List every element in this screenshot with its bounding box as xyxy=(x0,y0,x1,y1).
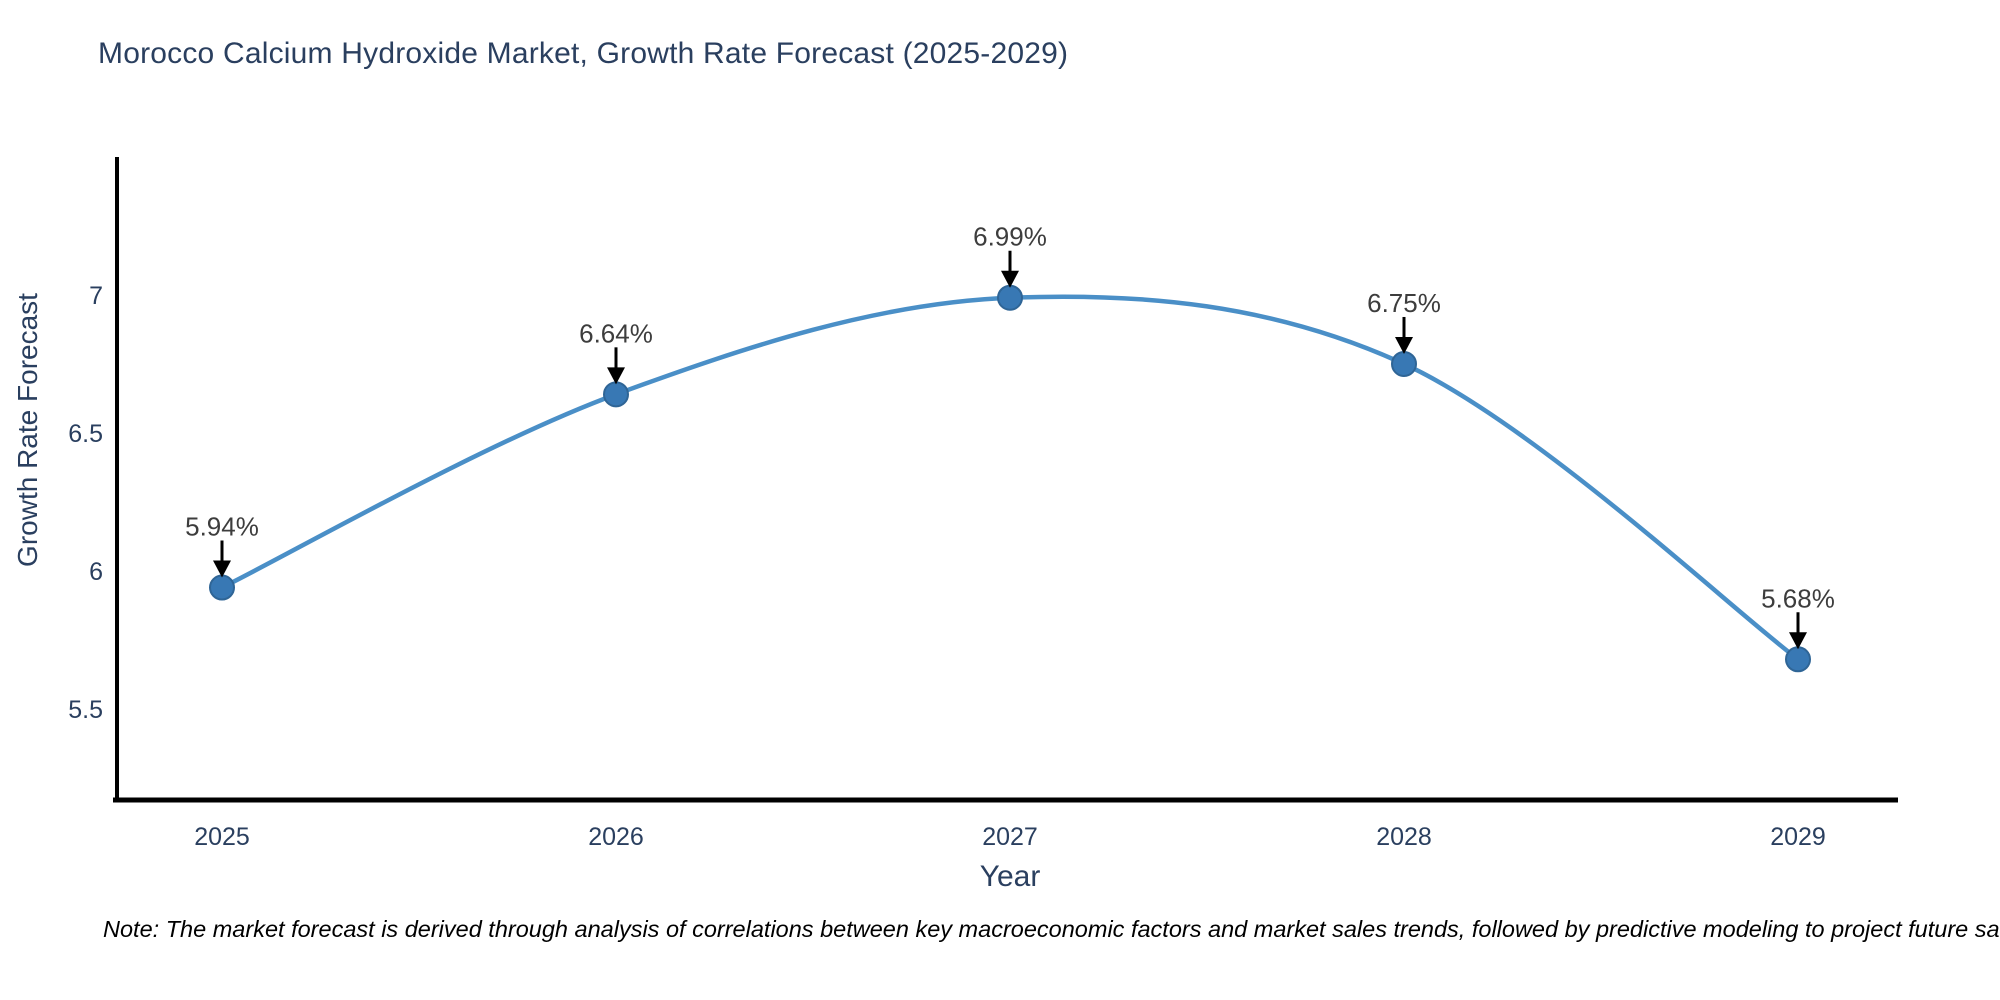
annotation-arrow-head xyxy=(607,367,625,385)
y-tick-label: 6.5 xyxy=(68,420,103,448)
data-point-marker xyxy=(997,284,1023,311)
x-tick-label: 2029 xyxy=(1770,823,1826,851)
annotation-arrow-head xyxy=(1001,270,1019,288)
data-point-marker xyxy=(1391,350,1417,377)
data-point-label: 5.94% xyxy=(185,512,259,542)
y-tick-label: 7 xyxy=(89,282,103,310)
data-point-marker xyxy=(1785,646,1811,673)
y-tick-label: 5.5 xyxy=(68,696,103,724)
data-point-label: 6.64% xyxy=(579,318,653,348)
annotation-arrow-head xyxy=(1395,336,1413,354)
data-point-label: 6.75% xyxy=(1367,288,1441,318)
data-point-label: 5.68% xyxy=(1761,583,1835,613)
annotation-arrow-head xyxy=(213,560,231,578)
x-axis-title: Year xyxy=(979,860,1041,893)
x-tick-label: 2025 xyxy=(194,823,250,851)
x-tick-label: 2028 xyxy=(1376,823,1432,851)
x-tick-label: 2027 xyxy=(982,823,1038,851)
y-tick-label: 6 xyxy=(89,558,103,586)
data-point-marker xyxy=(603,381,629,408)
forecast-line-series xyxy=(219,294,1801,662)
chart-title: Morocco Calcium Hydroxide Market, Growth… xyxy=(98,37,1069,70)
x-tick-label: 2026 xyxy=(588,823,644,851)
data-point-label: 6.99% xyxy=(973,222,1047,252)
data-point-marker xyxy=(209,574,235,601)
footnote: Note: The market forecast is derived thr… xyxy=(103,916,2000,942)
annotation-arrow-head xyxy=(1789,632,1807,650)
